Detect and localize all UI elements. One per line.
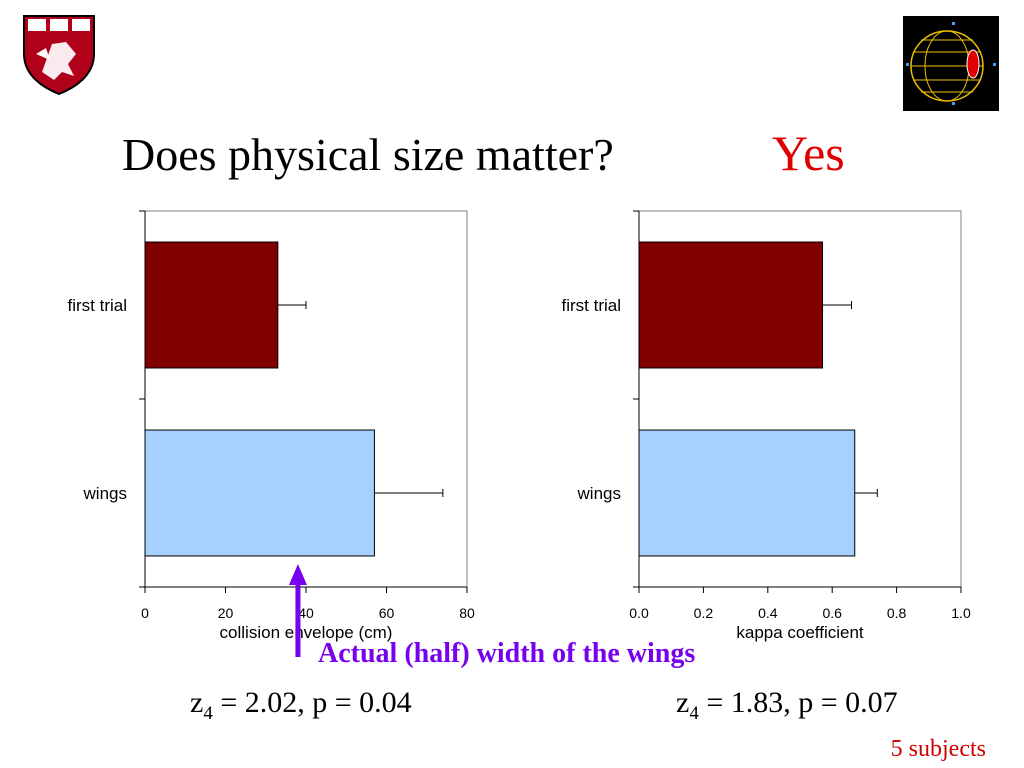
wireframe-globe-icon — [903, 16, 999, 111]
subjects-footnote: 5 subjects — [890, 736, 986, 762]
stat-right: z4 = 1.83, p = 0.07 — [676, 686, 898, 725]
x-tick-label: 0.8 — [887, 605, 907, 621]
x-tick-label: 20 — [218, 605, 234, 621]
x-tick-label: 0.2 — [694, 605, 714, 621]
stat-left-subscript: 4 — [203, 703, 213, 724]
bar — [638, 429, 856, 557]
stat-right-value: = 1.83, p = 0.07 — [698, 686, 898, 719]
stat-left: z4 = 2.02, p = 0.04 — [190, 686, 412, 725]
answer-text: Yes — [772, 125, 845, 181]
bar — [638, 241, 824, 369]
category-label: first trial — [68, 296, 128, 315]
bar — [144, 429, 375, 557]
x-tick-label: 60 — [379, 605, 395, 621]
harvard-shield-icon — [22, 14, 96, 96]
chart-collision-envelope: 0 20 40 60 80 collision envelope (cm) first tr… — [68, 210, 475, 642]
wing-width-annotation: Actual (half) width of the wings — [318, 638, 696, 669]
category-label: first trial — [562, 296, 622, 315]
x-tick-label: 0.4 — [758, 605, 778, 621]
x-tick-label: 0 — [141, 605, 149, 621]
stat-left-value: = 2.02, p = 0.04 — [212, 686, 412, 719]
chart-kappa-coefficient: 0.0 0.2 0.4 0.6 0.8 1.0 kappa coefficient first… — [562, 210, 971, 642]
wing-width-arrow — [288, 564, 307, 657]
x-axis-label: collision envelope (cm) — [220, 623, 393, 642]
x-tick-label: 40 — [298, 605, 314, 621]
x-tick-label: 1.0 — [951, 605, 971, 621]
x-tick-label: 0.6 — [822, 605, 842, 621]
stat-right-subscript: 4 — [689, 703, 699, 724]
x-axis-label: kappa coefficient — [736, 623, 864, 642]
slide-title: Does physical size matter? — [122, 129, 614, 180]
category-label: wings — [577, 484, 621, 503]
stat-left-symbol: z — [190, 686, 204, 719]
x-tick-label: 80 — [459, 605, 475, 621]
x-tick-label: 0.0 — [629, 605, 649, 621]
bar — [144, 241, 279, 369]
stat-right-symbol: z — [676, 686, 690, 719]
arrow-head — [288, 564, 307, 585]
category-label: wings — [83, 484, 127, 503]
